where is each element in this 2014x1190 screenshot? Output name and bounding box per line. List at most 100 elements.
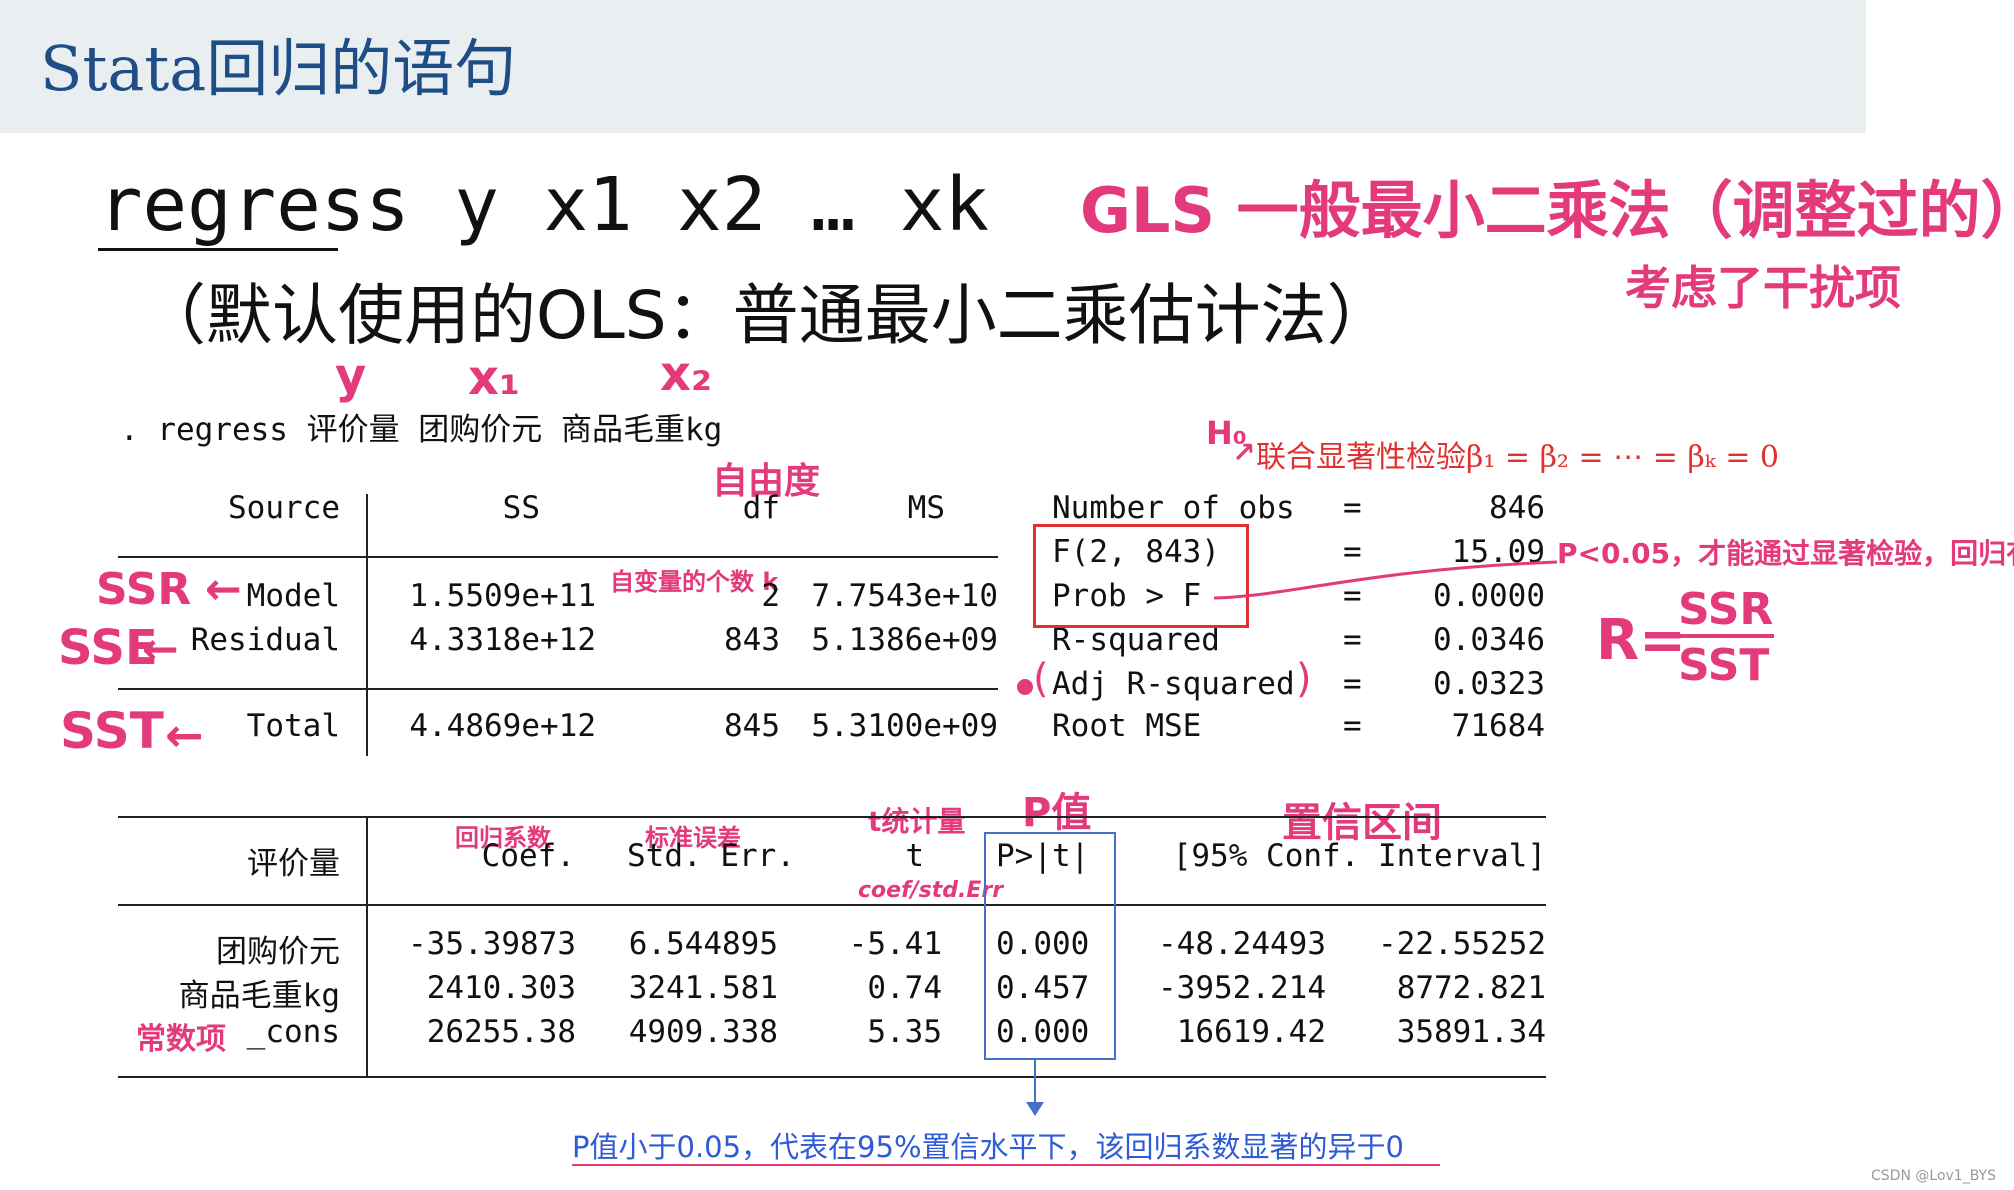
regress-underline bbox=[98, 248, 338, 251]
fit-value: 846 bbox=[1489, 490, 1545, 526]
coef-mid-rule bbox=[118, 904, 1546, 906]
se-note: 标准误差 bbox=[645, 824, 741, 852]
title-bar bbox=[0, 0, 1866, 133]
p-value: 0.000 bbox=[996, 1014, 1090, 1050]
ssr-arrow-icon: ← bbox=[205, 564, 242, 615]
p-value-note: P值 bbox=[1022, 790, 1092, 836]
fit-eq: = bbox=[1343, 534, 1362, 570]
coef-row-name: 商品毛重kg bbox=[178, 978, 340, 1014]
anova-header-df: df bbox=[742, 490, 780, 526]
anova-ss: 4.3318e+12 bbox=[409, 622, 596, 658]
sst-arrow-icon: ← bbox=[165, 708, 204, 762]
p-column-highlight bbox=[984, 832, 1116, 1060]
t-value: -5.41 bbox=[848, 926, 942, 962]
anova-df: 2 bbox=[761, 578, 780, 614]
r-formula-num: SSR bbox=[1678, 584, 1774, 635]
anova-df: 843 bbox=[724, 622, 780, 658]
sse-label: SSE bbox=[58, 620, 158, 676]
x2-label: x₂ bbox=[660, 346, 712, 402]
h0-arrow-icon: ↗ bbox=[1232, 436, 1256, 469]
fit-value: 0.0323 bbox=[1433, 666, 1545, 702]
sst-label: SST bbox=[60, 702, 164, 760]
coef-header-coef: Coef. bbox=[481, 838, 575, 874]
anova-rule bbox=[118, 556, 998, 558]
dof-note: 自由度 bbox=[712, 461, 821, 502]
fit-eq: = bbox=[1343, 708, 1362, 744]
fit-value: 71684 bbox=[1451, 708, 1545, 744]
gls-sub-note: 考虑了干扰项 bbox=[1625, 261, 1901, 315]
coef-vline bbox=[366, 816, 368, 1076]
fit-eq: = bbox=[1343, 578, 1362, 614]
r-formula-den: SST bbox=[1678, 640, 1770, 691]
coef-bottom-rule bbox=[118, 1076, 1546, 1078]
anova-ms: 5.1386e+09 bbox=[811, 622, 998, 658]
ssr-label: SSR bbox=[96, 564, 192, 615]
coef-row-name: 团购价元 bbox=[216, 934, 340, 970]
coef-header-t: t bbox=[905, 838, 924, 874]
anova-vline bbox=[366, 494, 368, 756]
anova-header-ss: SS bbox=[502, 490, 540, 526]
coef-header-dep: 评价量 bbox=[247, 846, 340, 882]
ci-lower: -48.24493 bbox=[1158, 926, 1326, 962]
coef-top-rule bbox=[118, 816, 1546, 818]
coef-row-name: _cons bbox=[246, 1014, 340, 1050]
anova-source: Residual bbox=[190, 622, 340, 658]
coef-note: 回归系数 bbox=[455, 824, 551, 852]
t-value: 5.35 bbox=[867, 1014, 942, 1050]
fit-eq: = bbox=[1343, 490, 1362, 526]
anova-rule bbox=[118, 688, 998, 690]
fit-label: Adj R-squared bbox=[1052, 666, 1295, 702]
coef-value: 26255.38 bbox=[426, 1014, 576, 1050]
slide-title: Stata回归的语句 bbox=[40, 32, 517, 105]
t-stat-note: t统计量 bbox=[868, 805, 966, 838]
ci-upper: 8772.821 bbox=[1396, 970, 1546, 1006]
ci-upper: 35891.34 bbox=[1396, 1014, 1546, 1050]
t-formula-note: coef/std.Err bbox=[858, 878, 1004, 903]
anova-df: 845 bbox=[724, 708, 780, 744]
fit-value: 0.0346 bbox=[1433, 622, 1545, 658]
gls-note: GLS 一般最小二乘法（调整过的） bbox=[1080, 174, 2014, 247]
y-label: y bbox=[335, 348, 367, 404]
sse-arrow-icon: ← bbox=[142, 624, 179, 675]
fit-label: R-squared bbox=[1052, 622, 1220, 658]
coef-value: -35.39873 bbox=[408, 926, 576, 962]
p-value: 0.000 bbox=[996, 926, 1090, 962]
stata-command: . regress 评价量 团购价元 商品毛重kg bbox=[120, 412, 723, 448]
ci-upper: -22.55252 bbox=[1378, 926, 1546, 962]
h0-label: H₀ bbox=[1206, 414, 1247, 452]
se-value: 6.544895 bbox=[628, 926, 778, 962]
regress-syntax: regress y x1 x2 … xk bbox=[98, 162, 990, 248]
anova-ms: 7.7543e+10 bbox=[811, 578, 998, 614]
se-value: 3241.581 bbox=[628, 970, 778, 1006]
x1-label: x₁ bbox=[468, 350, 520, 406]
down-arrow-icon bbox=[1026, 1102, 1044, 1116]
k-vars-note: 自变量的个数 k bbox=[610, 568, 779, 596]
p-conclusion-underline bbox=[572, 1164, 1440, 1166]
t-value: 0.74 bbox=[867, 970, 942, 1006]
fit-label: Root MSE bbox=[1052, 708, 1202, 744]
p-conclusion: P值小于0.05，代表在95%置信水平下，该回归系数显著的异于0 bbox=[572, 1130, 1404, 1164]
ci-lower: 16619.42 bbox=[1176, 1014, 1326, 1050]
fit-label: Prob > F bbox=[1052, 578, 1202, 614]
p-threshold-note: P<0.05，才能通过显著检验，回归有效 bbox=[1557, 537, 2014, 570]
ci-note: 置信区间 bbox=[1282, 800, 1442, 846]
anova-ss: 1.5509e+11 bbox=[409, 578, 596, 614]
ci-lower: -3952.214 bbox=[1158, 970, 1326, 1006]
adj-r-close-paren: ) bbox=[1296, 656, 1312, 702]
coef-header-se: Std. Err. bbox=[627, 838, 795, 874]
coef-header-ci: [95% Conf. Interval] bbox=[1172, 838, 1546, 874]
adj-r-dot bbox=[1017, 679, 1033, 695]
fit-label: Number of obs bbox=[1052, 490, 1295, 526]
anova-source: Model bbox=[246, 578, 340, 614]
fit-label: F(2, 843) bbox=[1052, 534, 1220, 570]
anova-ss: 4.4869e+12 bbox=[409, 708, 596, 744]
r-formula-bar bbox=[1674, 634, 1774, 638]
se-value: 4909.338 bbox=[628, 1014, 778, 1050]
adj-r-open-paren: ( bbox=[1033, 656, 1049, 702]
watermark: CSDN @Lov1_BYS bbox=[1871, 1168, 1996, 1184]
p-arrow-line bbox=[1034, 1058, 1036, 1106]
coef-header-p: P>|t| bbox=[996, 838, 1090, 874]
ols-note: （默认使用的OLS：普通最小二乘估计法） bbox=[140, 277, 1393, 354]
p-value: 0.457 bbox=[996, 970, 1090, 1006]
fit-eq: = bbox=[1343, 666, 1362, 702]
